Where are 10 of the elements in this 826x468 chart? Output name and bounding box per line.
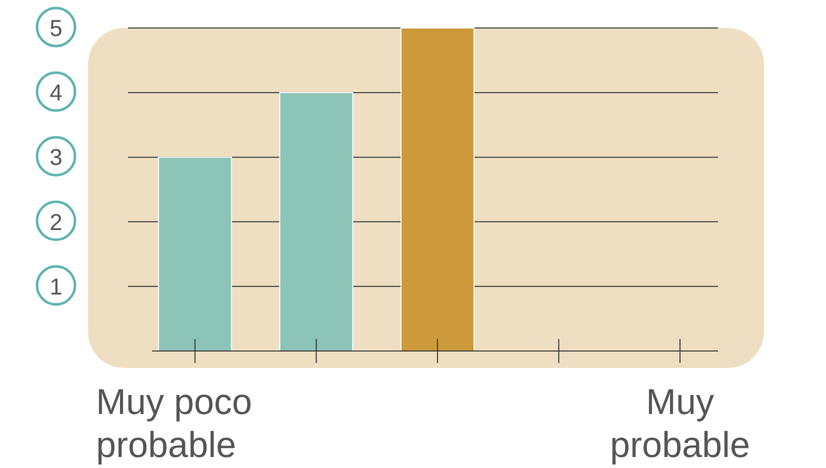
bar	[279, 92, 354, 352]
x-tick-label: Muy probable	[610, 381, 750, 465]
x-tick-label: Muy poco probable	[96, 381, 252, 465]
y-tick-label: 5	[50, 15, 62, 41]
y-tick-label: 3	[50, 144, 62, 170]
y-tick-label: 2	[50, 208, 62, 235]
bar	[158, 156, 232, 352]
y-tick-label: 4	[50, 80, 63, 106]
bar	[400, 28, 474, 352]
y-tick-label: 1	[50, 273, 62, 300]
